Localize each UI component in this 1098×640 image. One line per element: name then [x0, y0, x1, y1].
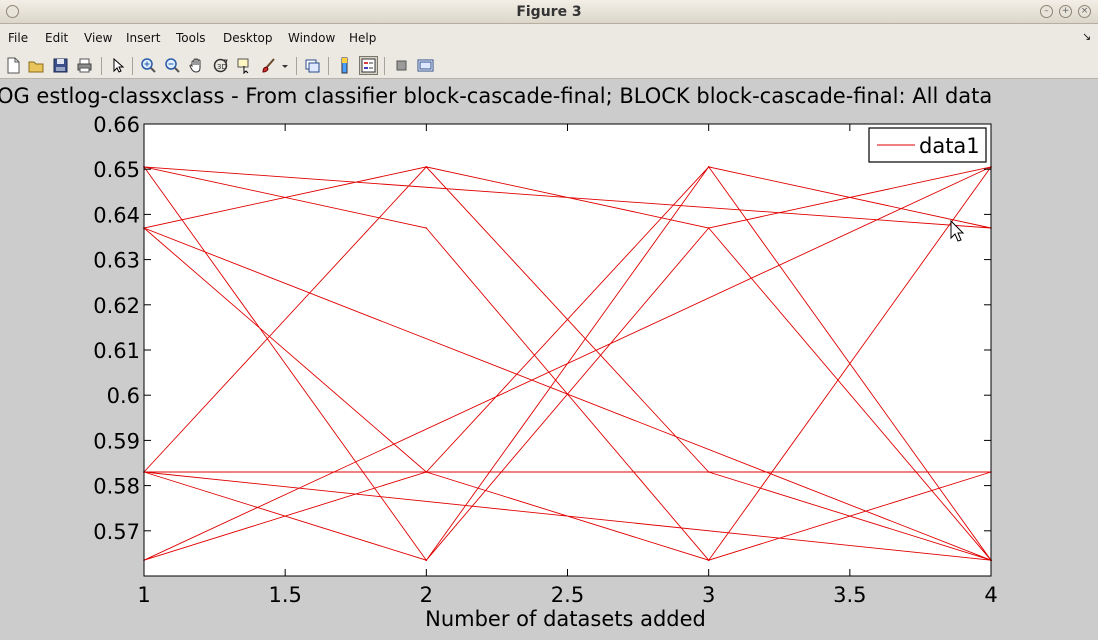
menu-help[interactable]: Help — [349, 31, 377, 45]
new-figure-icon[interactable] — [4, 56, 23, 75]
tool-bar: 3D — [0, 52, 1098, 79]
y-tick-label: 0.64 — [93, 203, 140, 227]
plot-title-container: LOG estlog-classxclass - From classifier… — [0, 84, 1098, 110]
x-tick-label: 3.5 — [833, 583, 866, 607]
data-point — [707, 471, 710, 473]
menu-tools[interactable]: Tools — [176, 31, 206, 45]
y-tick-label: 0.59 — [93, 429, 140, 453]
zoom-in-icon[interactable] — [139, 56, 158, 75]
maximize-icon[interactable]: + — [1059, 5, 1072, 18]
toolbar-separator — [132, 57, 133, 75]
data-point — [425, 227, 428, 229]
menu-file[interactable]: File — [8, 31, 29, 45]
rotate-3d-icon[interactable]: 3D — [211, 56, 230, 75]
y-tick-label: 0.57 — [93, 520, 140, 544]
toolbar-separator — [296, 57, 297, 75]
toolbar-separator — [101, 57, 102, 75]
x-tick-label: 2 — [420, 583, 433, 607]
y-tick-label: 0.65 — [93, 158, 140, 182]
window-title: Figure 3 — [516, 4, 582, 20]
data-point — [425, 559, 428, 561]
menu-desktop[interactable]: Desktop — [223, 31, 273, 45]
menu-window[interactable]: Window — [288, 31, 336, 45]
data-cursor-icon[interactable] — [235, 56, 254, 75]
legend-entry-label: data1 — [919, 134, 980, 158]
data-point — [425, 166, 428, 168]
toolbar-separator — [328, 57, 329, 75]
y-tick-label: 0.63 — [93, 249, 140, 273]
dock-arrow-icon[interactable]: ↘ — [1082, 30, 1092, 43]
save-icon[interactable] — [51, 56, 70, 75]
data-point — [425, 471, 428, 473]
plot-area[interactable] — [144, 124, 991, 576]
y-tick-label: 0.66 — [93, 113, 140, 137]
minimize-icon[interactable]: – — [1040, 5, 1053, 18]
brush-dropdown-icon[interactable] — [279, 56, 291, 75]
y-tick-label: 0.62 — [93, 294, 140, 318]
pan-hand-icon[interactable] — [187, 56, 206, 75]
x-tick-label: 4 — [984, 583, 997, 607]
zoom-out-icon[interactable] — [163, 56, 182, 75]
colorbar-icon[interactable] — [335, 56, 354, 75]
title-bar[interactable]: Figure 3 – + × — [0, 0, 1098, 24]
menu-edit[interactable]: Edit — [45, 31, 69, 45]
mouse-pointer-icon — [950, 220, 965, 242]
menu-insert[interactable]: Insert — [126, 31, 161, 45]
y-tick-label: 0.6 — [107, 384, 140, 408]
y-tick-label: 0.58 — [93, 475, 140, 499]
x-tick-label: 2.5 — [551, 583, 584, 607]
window-menu-icon[interactable] — [6, 5, 19, 18]
data-point — [707, 559, 710, 561]
show-plot-tools-icon[interactable] — [416, 56, 435, 75]
data-point — [707, 227, 710, 229]
toolbar-separator — [384, 57, 385, 75]
x-tick-label: 1 — [137, 583, 150, 607]
menu-view[interactable]: View — [84, 31, 113, 45]
legend-icon[interactable] — [359, 56, 378, 75]
menu-bar: File Edit View Insert Tools Desktop Wind… — [0, 24, 1098, 52]
edit-plot-arrow-icon[interactable] — [108, 56, 127, 75]
hide-plot-tools-icon[interactable] — [392, 56, 411, 75]
y-tick-label: 0.61 — [93, 339, 140, 363]
link-plot-icon[interactable] — [303, 56, 322, 75]
brush-icon[interactable] — [259, 56, 278, 75]
x-tick-label: 3 — [702, 583, 715, 607]
series-line-data1[interactable] — [142, 166, 993, 562]
x-tick-label: 1.5 — [268, 583, 301, 607]
x-axis-label: Number of datasets added — [425, 607, 706, 631]
print-icon[interactable] — [75, 56, 94, 75]
plot-title: LOG estlog-classxclass - From classifier… — [0, 84, 993, 108]
data-point — [707, 166, 710, 168]
open-file-icon[interactable] — [27, 56, 46, 75]
close-icon[interactable]: × — [1078, 5, 1091, 18]
svg-text:3D: 3D — [217, 63, 227, 71]
